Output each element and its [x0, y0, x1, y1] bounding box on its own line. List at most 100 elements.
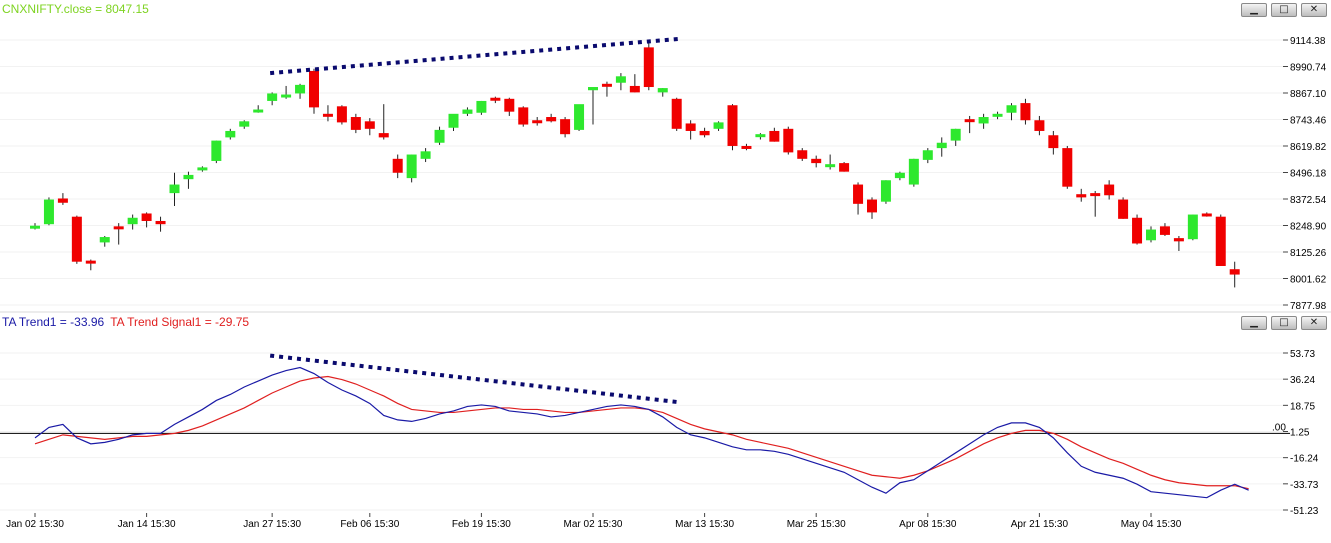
candle [839, 162, 850, 172]
price-y-tick-label: 8248.90 [1290, 222, 1327, 233]
candle [309, 68, 319, 114]
price-panel-close-button[interactable]: ✕ [1301, 3, 1327, 17]
indicator-panel-minimize-button[interactable]: ▁ [1241, 316, 1267, 330]
price-y-tick-label: 8496.18 [1290, 169, 1327, 180]
price-y-tick-label: 8867.10 [1290, 89, 1327, 100]
x-tick-label: Mar 25 15:30 [787, 519, 846, 530]
candle-body [378, 133, 389, 138]
candle-body [364, 121, 375, 129]
candle [574, 104, 585, 131]
candle [518, 106, 529, 127]
candle-body [392, 158, 403, 173]
candle-body [30, 225, 40, 229]
candle-body [1201, 213, 1212, 217]
candle [113, 223, 124, 245]
x-tick-label: Jan 14 15:30 [118, 519, 176, 530]
candle [588, 87, 598, 125]
candle [378, 104, 389, 140]
candle [1132, 214, 1143, 245]
candle [741, 143, 752, 151]
candle [1034, 115, 1045, 136]
candle [30, 223, 40, 230]
candle [685, 120, 696, 140]
candle-body [462, 109, 473, 114]
candle [85, 259, 96, 271]
candle-body [1132, 217, 1143, 244]
candle-body [657, 88, 668, 93]
minimize-icon: ▁ [1250, 4, 1258, 15]
candle-body [1118, 199, 1129, 219]
candle-body [141, 213, 152, 221]
candle-body [350, 117, 361, 130]
indicator-y-tick-label: 36.24 [1290, 375, 1315, 386]
candle [1076, 188, 1087, 202]
candle-body [588, 87, 598, 91]
candle-body [406, 154, 417, 179]
candle-body [908, 158, 919, 185]
candle-body [755, 134, 766, 138]
candle-body [1034, 120, 1045, 131]
price-y-tick-label: 9114.38 [1290, 36, 1326, 47]
candle [43, 197, 54, 226]
x-axis: Jan 02 15:30 Jan 14 15:30 Jan 27 15:30 Feb … [6, 513, 1182, 530]
price-panel-maximize-button[interactable]: □ [1271, 3, 1297, 17]
candle [1229, 261, 1240, 288]
indicator-panel: TA Trend1 = -33.96 TA Trend Signal1 = -29… [0, 315, 1319, 517]
indicator-gridlines [0, 352, 1283, 511]
candle-body [253, 109, 264, 113]
candle-body [420, 151, 431, 159]
candle-body [699, 130, 710, 136]
candle-body [197, 167, 208, 171]
candle [797, 148, 808, 161]
x-tick-label: Jan 27 15:30 [243, 519, 301, 530]
candle [964, 115, 975, 134]
candle-body [629, 85, 640, 93]
candle-body [560, 119, 571, 135]
candle [392, 154, 403, 179]
candle [978, 113, 989, 129]
candle-body [922, 150, 933, 160]
candle [462, 107, 473, 116]
candle-body [992, 113, 1003, 117]
trend-series-line [34, 366, 1249, 499]
candle [1104, 180, 1115, 200]
maximize-icon: □ [1279, 317, 1289, 328]
candle-body [713, 122, 724, 129]
price-gridlines [0, 39, 1283, 306]
indicator-panel-maximize-button[interactable]: □ [1271, 316, 1297, 330]
candle-body [769, 130, 780, 142]
price-y-axis: 9114.38 8990.74 8867.10 8743.46 8619.82 8496.… [1283, 36, 1327, 312]
indicator-legend: TA Trend1 = -33.96 TA Trend Signal1 = -29… [2, 315, 249, 329]
candle-body [685, 123, 696, 131]
candle [448, 113, 459, 131]
zero-line-label: .00 [1272, 422, 1286, 433]
candle [127, 214, 138, 230]
candle-body [1159, 226, 1170, 235]
candle-body [225, 130, 236, 138]
candle [197, 166, 208, 172]
candle-body [1215, 216, 1226, 266]
candle-body [1229, 269, 1240, 275]
legend-signal: TA Trend Signal1 = -29.75 [110, 315, 249, 329]
candle-body [783, 128, 794, 153]
candle [1062, 145, 1073, 189]
indicator-y-tick-label: -51.23 [1290, 506, 1319, 517]
candle [1201, 212, 1212, 217]
candle [1048, 130, 1059, 155]
candle-body [950, 128, 961, 141]
candle-body [239, 121, 250, 127]
candle [211, 140, 222, 164]
candle-body [1187, 214, 1198, 240]
candle-body [267, 93, 278, 101]
indicator-panel-close-button[interactable]: ✕ [1301, 316, 1327, 330]
candle [1090, 190, 1101, 217]
price-y-tick-label: 8619.82 [1290, 142, 1327, 153]
price-y-tick-label: 8125.26 [1290, 248, 1327, 259]
candle [671, 97, 682, 131]
candle [936, 137, 947, 157]
candle-body [281, 94, 292, 98]
price-panel-minimize-button[interactable]: ▁ [1241, 3, 1267, 17]
candle-body [964, 119, 975, 123]
candle [295, 83, 306, 99]
